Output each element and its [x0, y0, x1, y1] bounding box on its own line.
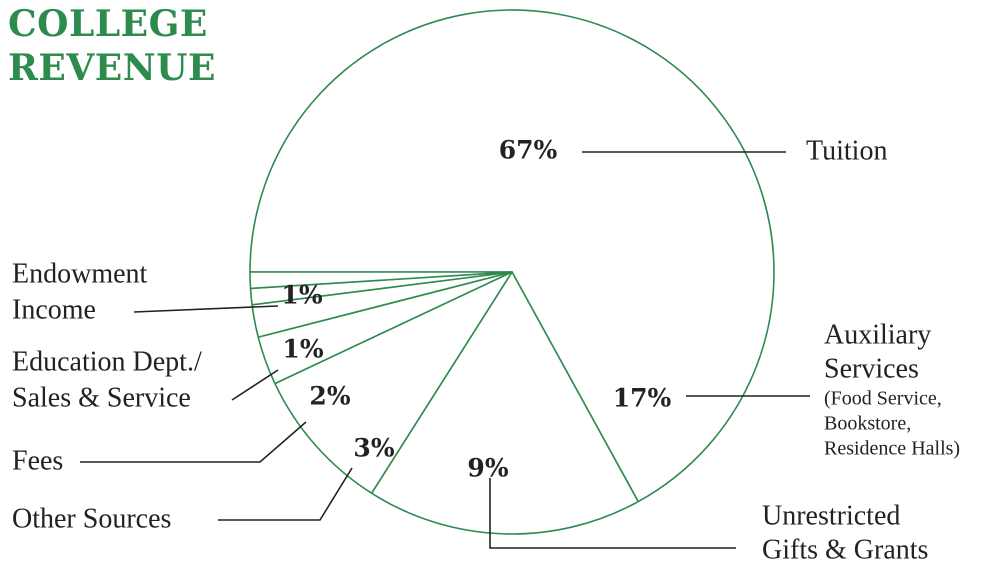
pie-slice-tuition — [249, 9, 775, 503]
leader-line-endowment-income — [133, 305, 279, 313]
slice-label-unrestricted-gifts-grants-line-1: Unrestricted — [762, 500, 900, 531]
slice-sublabel-auxiliary-services-food-service-bookstore-residence-halls-line-2: Bookstore, — [824, 413, 911, 435]
leader-line-unrestricted-gifts-grants — [489, 478, 736, 549]
slice-label-fees-line-1: Fees — [12, 445, 63, 476]
slice-label-auxiliary-services-food-service-bookstore-residence-halls-line-1: Auxiliary — [824, 319, 931, 350]
slice-label-other-sources-line-1: Other Sources — [12, 503, 171, 534]
slice-label-unrestricted-gifts-grants-line-2: Gifts & Grants — [762, 534, 928, 565]
data-label-education-dept-sales-service: 1% — [282, 335, 323, 364]
pie-slice-auxiliary-services-food-service-bookstore-residence-halls — [370, 271, 640, 535]
slice-label-endowment-income-line-1: Endowment — [12, 258, 148, 289]
slice-label-endowment-income-line-2: Income — [12, 294, 96, 325]
data-label-unrestricted-gifts-grants: 9% — [467, 454, 508, 483]
data-label-tuition: 67% — [499, 136, 558, 165]
pie-slice-unrestricted-gifts-grants — [274, 271, 513, 495]
slice-sublabel-auxiliary-services-food-service-bookstore-residence-halls-line-3: Residence Halls) — [824, 438, 960, 460]
data-label-auxiliary-services-food-service-bookstore-residence-halls: 17% — [613, 384, 672, 413]
title-line-2: REVENUE — [8, 47, 216, 89]
data-label-other-sources: 3% — [353, 434, 394, 463]
pie-slice-endowment-income — [249, 271, 513, 290]
chart-title: COLLEGE REVENUE — [8, 2, 216, 90]
data-label-fees: 2% — [309, 382, 350, 411]
data-label-endowment-income: 1% — [281, 281, 322, 310]
slice-label-education-dept-sales-service-line-1: Education Dept./ — [12, 346, 202, 377]
slice-label-auxiliary-services-food-service-bookstore-residence-halls-line-2: Services — [824, 353, 919, 384]
title-line-1: COLLEGE — [8, 3, 208, 45]
leader-line-other-sources — [218, 467, 353, 521]
slice-sublabel-auxiliary-services-food-service-bookstore-residence-halls-line-1: (Food Service, — [824, 388, 942, 410]
leader-line-education-dept-sales-service — [231, 369, 279, 401]
leader-line-fees — [80, 421, 307, 463]
slice-label-education-dept-sales-service-line-2: Sales & Service — [12, 382, 191, 413]
slice-label-tuition-line-1: Tuition — [806, 135, 887, 166]
